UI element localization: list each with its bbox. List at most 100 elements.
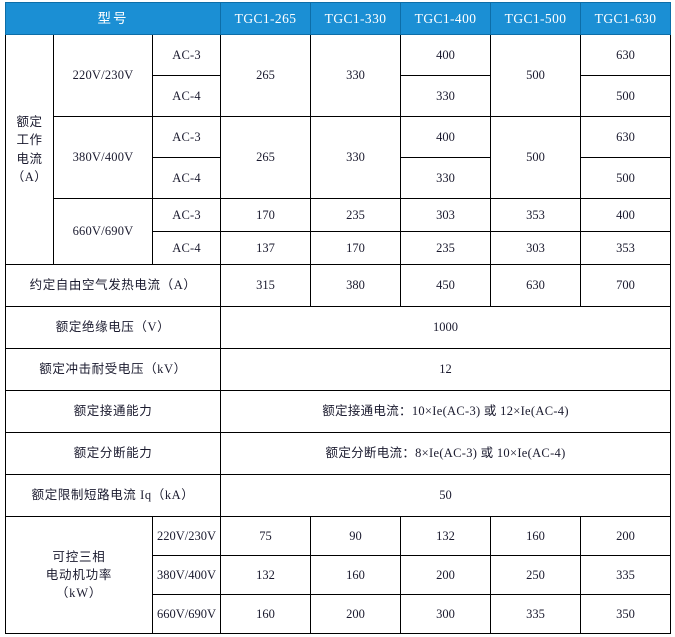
- cell-motor-380v-4: 335: [580, 555, 672, 595]
- cell-impulse-voltage-value: 12: [220, 348, 672, 391]
- table-row: 额定冲击耐受电压（kV） 12: [4, 348, 672, 391]
- motor-voltage-label-660v: 660V/690V: [151, 594, 222, 634]
- voltage-label-380v: 380V/400V: [53, 116, 153, 199]
- cell-220v-265: 265: [220, 34, 312, 117]
- cell-thermal-3: 630: [490, 264, 582, 307]
- table-row: 额定分断能力 额定分断电流：8×Ie(AC-3) 或 10×Ie(AC-4): [4, 432, 672, 475]
- table-row: AC-4 137 170 235 303 353: [6, 231, 672, 265]
- duty-label-ac3: AC-3: [151, 198, 222, 232]
- rated-current-group-label: 额定 工作 电流 （A）: [5, 34, 54, 265]
- rated-current-label-line-4: （A）: [11, 169, 48, 184]
- cell-motor-220v-4: 200: [580, 516, 672, 556]
- cell-motor-660v-2: 300: [400, 594, 492, 634]
- voltage-label-660v: 660V/690V: [53, 198, 153, 265]
- table-row: 380V/400V AC-3 265 330 400 500 630: [6, 116, 672, 199]
- row-label-thermal-current: 约定自由空气发热电流（A）: [4, 264, 222, 307]
- header-model-tgc1-500: TGC1-500: [490, 2, 582, 35]
- cell-660v-ac3-2: 303: [400, 198, 492, 232]
- table-row: AC-4 330 500: [6, 75, 672, 117]
- table-row: 660V/690V AC-3 170 235 303 353 400: [6, 198, 672, 265]
- cell-660v-ac3-1: 235: [310, 198, 402, 232]
- table-row: 660V/690V 160 200 300 335 350: [6, 594, 672, 634]
- motor-power-label-line-1: 可控三相: [52, 549, 106, 564]
- rated-current-label-line-3: 电流: [16, 151, 43, 166]
- motor-power-label-line-3: （kW）: [55, 586, 103, 601]
- cell-220v-ac4-330: 330: [400, 75, 492, 117]
- table-row: 额定限制短路电流 Iq（kA） 50: [4, 474, 672, 517]
- cell-motor-380v-3: 250: [490, 555, 582, 595]
- spec-table-container: 型号 TGC1-265 TGC1-330 TGC1-400 TGC1-500 T…: [4, 2, 672, 634]
- row-label-breaking-capacity: 额定分断能力: [4, 432, 222, 475]
- rated-current-label-line-1: 额定: [16, 115, 43, 130]
- cell-380v-ac3-630: 630: [580, 116, 672, 158]
- cell-thermal-4: 700: [580, 264, 672, 307]
- duty-label-ac3: AC-3: [151, 34, 222, 76]
- cell-660v-ac4-4: 353: [580, 231, 672, 265]
- header-model-tgc1-400: TGC1-400: [400, 2, 492, 35]
- cell-380v-ac4-330: 330: [400, 157, 492, 199]
- cell-660v-ac3-0: 170: [220, 198, 312, 232]
- header-model-tgc1-330: TGC1-330: [310, 2, 402, 35]
- table-row: AC-4 330 500: [6, 157, 672, 199]
- cell-380v-ac4-500: 500: [580, 157, 672, 199]
- cell-motor-660v-1: 200: [310, 594, 402, 634]
- cell-motor-660v-4: 350: [580, 594, 672, 634]
- cell-thermal-0: 315: [220, 264, 312, 307]
- cell-making-capacity-value: 额定接通电流：10×Ie(AC-3) 或 12×Ie(AC-4): [220, 390, 672, 433]
- cell-motor-380v-1: 160: [310, 555, 402, 595]
- header-model-tgc1-265: TGC1-265: [220, 2, 312, 35]
- cell-motor-220v-2: 132: [400, 516, 492, 556]
- header-model-tgc1-630: TGC1-630: [580, 2, 672, 35]
- cell-motor-220v-3: 160: [490, 516, 582, 556]
- table-header-row: 型号 TGC1-265 TGC1-330 TGC1-400 TGC1-500 T…: [4, 2, 672, 35]
- table-row: 约定自由空气发热电流（A） 315 380 450 630 700: [4, 264, 672, 307]
- cell-thermal-2: 450: [400, 264, 492, 307]
- cell-220v-ac4-500: 500: [580, 75, 672, 117]
- cell-motor-220v-0: 75: [220, 516, 312, 556]
- cell-motor-220v-1: 90: [310, 516, 402, 556]
- duty-label-ac3: AC-3: [151, 116, 222, 158]
- cell-motor-660v-0: 160: [220, 594, 312, 634]
- cell-660v-ac3-4: 400: [580, 198, 672, 232]
- cell-660v-ac4-1: 170: [310, 231, 402, 265]
- cell-380v-500: 500: [490, 116, 582, 199]
- duty-label-ac4: AC-4: [151, 231, 222, 265]
- cell-660v-ac4-3: 303: [490, 231, 582, 265]
- table-row: 额定绝缘电压（V） 1000: [4, 306, 672, 349]
- cell-220v-500: 500: [490, 34, 582, 117]
- row-label-insulation-voltage: 额定绝缘电压（V）: [4, 306, 222, 349]
- cell-motor-380v-2: 200: [400, 555, 492, 595]
- cell-220v-ac3-400: 400: [400, 34, 492, 76]
- cell-thermal-1: 380: [310, 264, 402, 307]
- cell-380v-265: 265: [220, 116, 312, 199]
- table-row: 额定接通能力 额定接通电流：10×Ie(AC-3) 或 12×Ie(AC-4): [4, 390, 672, 433]
- rated-current-label-line-2: 工作: [16, 133, 43, 148]
- cell-660v-ac4-2: 235: [400, 231, 492, 265]
- duty-label-ac4: AC-4: [151, 157, 222, 199]
- row-label-making-capacity: 额定接通能力: [4, 390, 222, 433]
- cell-220v-330: 330: [310, 34, 402, 117]
- cell-660v-ac4-0: 137: [220, 231, 312, 265]
- cell-motor-380v-0: 132: [220, 555, 312, 595]
- table-row: 可控三相 电动机功率 （kW） 220V/230V 75 90 132 160 …: [5, 516, 672, 634]
- motor-voltage-label-380v: 380V/400V: [151, 555, 222, 595]
- cell-660v-ac3-3: 353: [490, 198, 582, 232]
- duty-label-ac4: AC-4: [151, 75, 222, 117]
- motor-power-group-label: 可控三相 电动机功率 （kW）: [5, 516, 153, 634]
- header-model-label: 型号: [4, 2, 222, 35]
- cell-220v-ac3-630: 630: [580, 34, 672, 76]
- cell-380v-330: 330: [310, 116, 402, 199]
- cell-short-circuit-current-value: 50: [220, 474, 672, 517]
- cell-motor-660v-3: 335: [490, 594, 582, 634]
- motor-power-label-line-2: 电动机功率: [45, 567, 113, 582]
- cell-breaking-capacity-value: 额定分断电流：8×Ie(AC-3) 或 10×Ie(AC-4): [220, 432, 672, 475]
- cell-insulation-voltage-value: 1000: [220, 306, 672, 349]
- table-row: 额定 工作 电流 （A） 220V/230V AC-3 265 330 400 …: [5, 34, 672, 265]
- cell-380v-ac3-400: 400: [400, 116, 492, 158]
- voltage-label-220v: 220V/230V: [53, 34, 153, 117]
- table-row: 380V/400V 132 160 200 250 335: [6, 555, 672, 595]
- specification-table: 型号 TGC1-265 TGC1-330 TGC1-400 TGC1-500 T…: [4, 2, 672, 634]
- motor-voltage-label-220v: 220V/230V: [151, 516, 222, 556]
- row-label-short-circuit-current: 额定限制短路电流 Iq（kA）: [4, 474, 222, 517]
- row-label-impulse-voltage: 额定冲击耐受电压（kV）: [4, 348, 222, 391]
